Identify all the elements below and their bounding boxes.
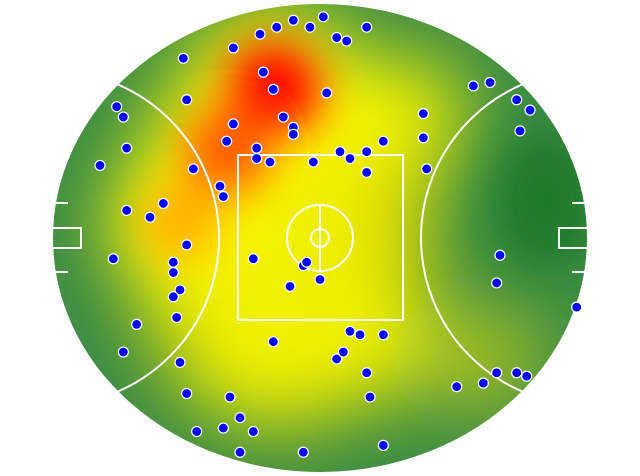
data-point	[514, 125, 526, 137]
data-point	[121, 142, 133, 154]
data-point	[191, 425, 203, 438]
data-point	[377, 135, 389, 147]
data-point	[287, 128, 299, 140]
data-point	[234, 412, 246, 424]
data-point	[331, 31, 343, 44]
data-point	[377, 439, 389, 451]
data-point	[491, 367, 503, 379]
data-point	[131, 318, 143, 330]
data-point	[144, 211, 156, 223]
left-50m-arc	[52, 70, 220, 406]
data-point	[174, 284, 186, 296]
data-point	[344, 325, 356, 337]
data-point	[334, 146, 346, 158]
data-point	[224, 391, 236, 403]
data-point	[217, 422, 229, 434]
right-50m-arc	[420, 70, 588, 406]
data-point	[344, 152, 356, 165]
data-point	[117, 346, 129, 358]
data-point	[247, 253, 259, 265]
heat-zone-cold	[495, 130, 588, 270]
heat-zone	[342, 56, 465, 178]
scatter-points	[94, 11, 583, 458]
data-point	[94, 159, 106, 172]
data-point	[167, 291, 179, 303]
data-point	[521, 370, 533, 382]
data-point	[284, 280, 296, 292]
data-point	[187, 163, 199, 175]
data-point	[257, 66, 269, 78]
data-point	[221, 135, 233, 147]
data-point	[477, 377, 489, 389]
data-point	[234, 446, 246, 458]
data-point	[417, 107, 429, 120]
heat-zone	[432, 304, 542, 414]
data-point	[227, 118, 239, 130]
data-point	[314, 273, 326, 286]
data-point	[451, 381, 463, 393]
data-point	[117, 111, 129, 123]
data-point	[511, 94, 523, 106]
data-point	[361, 166, 373, 178]
data-point	[361, 367, 373, 379]
data-point	[524, 104, 536, 116]
data-point	[484, 76, 496, 89]
data-point	[247, 425, 259, 438]
heat-zone-core	[182, 107, 272, 197]
data-point	[467, 80, 479, 92]
data-point	[111, 101, 123, 113]
data-point	[511, 367, 523, 379]
data-point	[364, 391, 376, 403]
data-point	[217, 190, 229, 203]
data-point	[264, 156, 276, 168]
data-point	[307, 156, 319, 168]
data-point	[354, 329, 366, 341]
heat-zone	[309, 280, 431, 403]
data-point	[331, 353, 343, 365]
data-point	[287, 14, 299, 26]
data-point	[421, 163, 433, 175]
data-point	[297, 446, 309, 458]
data-point	[251, 142, 263, 154]
data-point	[167, 266, 179, 279]
data-point	[157, 197, 169, 210]
data-point	[167, 256, 179, 268]
data-point	[571, 301, 583, 313]
data-point	[227, 42, 239, 54]
centre-square	[237, 154, 404, 321]
data-point	[321, 87, 333, 99]
data-point	[267, 336, 279, 348]
heat-zone	[190, 295, 317, 422]
data-point	[171, 311, 183, 324]
data-point	[174, 356, 186, 369]
data-point	[341, 35, 353, 47]
data-point	[107, 253, 119, 265]
data-point	[494, 249, 506, 261]
data-point	[181, 239, 193, 251]
right-goal-square	[558, 227, 589, 249]
data-point	[417, 132, 429, 144]
data-point	[121, 204, 133, 216]
data-point	[361, 146, 373, 158]
data-point	[491, 277, 503, 289]
data-point	[254, 28, 266, 40]
data-point	[177, 52, 189, 64]
field-markings	[51, 2, 589, 474]
data-point	[301, 256, 313, 268]
data-point	[267, 83, 279, 95]
data-point	[214, 180, 226, 192]
data-point	[304, 21, 316, 33]
data-point	[361, 21, 373, 33]
data-point	[271, 21, 283, 33]
data-point	[337, 346, 349, 358]
data-point	[251, 152, 263, 165]
data-point	[317, 11, 329, 23]
data-point	[277, 111, 289, 123]
data-point	[377, 329, 389, 341]
data-point	[181, 387, 193, 400]
data-point	[181, 94, 193, 106]
left-goal-square	[51, 227, 82, 249]
